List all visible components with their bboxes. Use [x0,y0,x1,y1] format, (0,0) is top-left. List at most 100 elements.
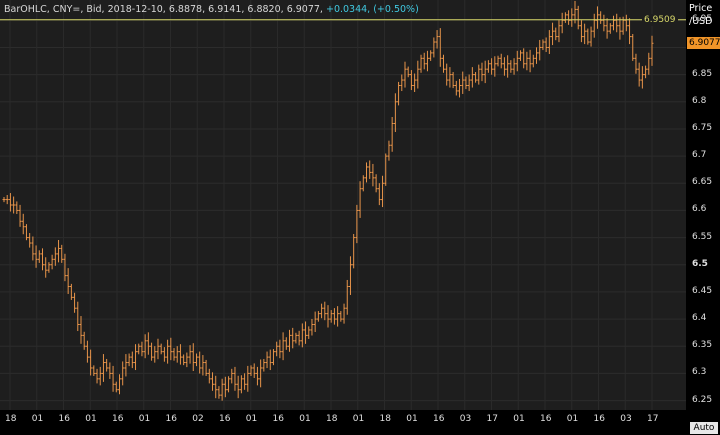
ohlc-bar [393,93,397,132]
ohlc-bar [647,52,651,75]
ohlc-bar [34,245,38,268]
ohlc-bar [486,60,490,73]
ohlc-bar [255,366,259,386]
ohlc-bar [352,234,356,269]
ohlc-bar [461,71,465,94]
ohlc-bar [278,339,282,359]
ohlc-bar [214,375,218,399]
ohlc-bar [291,327,295,349]
ohlc-bar [522,48,526,69]
ohlc-bar [194,353,198,367]
x-tick-label: 16 [165,414,177,424]
ohlc-bar [162,347,166,362]
y-tick-label: 6.65 [692,177,713,188]
ohlc-bar [249,365,253,377]
ohlc-bar [60,244,64,263]
ohlc-bar [146,332,150,355]
ohlc-bar [358,181,362,218]
ohlc-bar [374,174,378,193]
ohlc-bar [432,37,436,58]
ohlc-bar [89,349,93,376]
ohlc-bar [262,358,266,372]
ohlc-bar [2,196,6,203]
ohlc-bar [53,247,57,266]
ohlc-bar [310,318,314,336]
ohlc-bar [477,64,481,85]
ohlc-bar [271,349,275,366]
axis-title-price: Price [689,3,713,14]
ohlc-bar [188,345,192,364]
ohlc-bar [502,57,506,76]
ohlc-bar [92,365,96,377]
ohlc-bar [50,254,54,270]
ohlc-bar [233,366,237,391]
ohlc-bar [583,23,587,45]
ohlc-bar [493,56,497,77]
ohlc-bar [387,140,391,161]
ohlc-bar [114,381,118,393]
price-axis[interactable] [686,0,720,435]
ohlc-bar [82,331,86,350]
ohlc-bar [76,301,80,332]
ohlc-bar [409,70,413,91]
ohlc-bar [458,78,462,98]
ohlc-bar [185,352,189,368]
plot-area[interactable]: BarOHLC, CNY=, Bid, 2018-12-10, 6.8878, … [0,0,686,410]
ohlc-bar [628,18,632,45]
ohlc-bar [551,22,555,46]
ohlc-bar [182,354,186,366]
ohlc-bar [531,54,535,68]
ohlc-bar [191,343,195,372]
ohlc-bar [563,12,567,23]
ohlc-bar [57,239,61,263]
ohlc-bar [326,305,330,328]
ohlc-bar [223,376,227,398]
y-tick-label: 6.5 [692,258,708,269]
ohlc-bar [441,54,445,73]
ohlc-bar [547,30,551,54]
ohlc-bar [348,256,352,295]
ohlc-bar [422,52,426,70]
auto-scale-button[interactable]: Auto [690,422,718,434]
x-tick-label: 16 [593,414,605,424]
ohlc-bar [159,343,163,355]
ohlc-bar [336,306,340,327]
ohlc-bar [246,365,250,392]
ohlc-bar [592,13,596,38]
chart-header: BarOHLC, CNY=, Bid, 2018-12-10, 6.8878, … [4,4,419,15]
ohlc-bar [5,195,9,205]
ohlc-bar [429,50,433,61]
y-tick-label: 6.8 [692,95,707,106]
ohlc-bar [143,334,147,359]
ohlc-bar [541,39,545,51]
ohlc-bar [117,374,121,395]
x-tick-label: 16 [272,414,284,424]
ohlc-bar [589,26,593,47]
ohlc-bar [490,58,494,75]
ohlc-bar [413,73,417,93]
ohlc-bar [381,175,385,208]
ohlc-bar [40,248,44,271]
x-tick-label: 03 [459,414,472,424]
x-tick-label: 03 [620,414,632,424]
x-tick-label: 17 [486,414,498,424]
time-axis[interactable] [0,410,686,435]
ohlc-bar [172,348,176,361]
y-tick-label: 6.6 [692,204,707,215]
ohlc-bar [499,53,503,69]
ohlc-bar [227,376,231,393]
ohlc-bar [464,76,468,90]
ohlc-bar [535,47,539,64]
ohlc-bar [178,344,182,365]
ohlc-bar [470,67,474,88]
ohlc-bar [554,27,558,41]
reference-label: 6.9509 [642,13,678,26]
ohlc-bar [518,50,522,61]
ohlc-bar [557,20,561,43]
ohlc-bar [544,37,548,53]
header-ohlc-text: BarOHLC, CNY=, Bid, 2018-12-10, 6.8878, … [4,4,323,15]
x-tick-label: 16 [219,414,231,424]
ohlc-bar [134,344,138,371]
ohlc-bar [288,329,292,352]
